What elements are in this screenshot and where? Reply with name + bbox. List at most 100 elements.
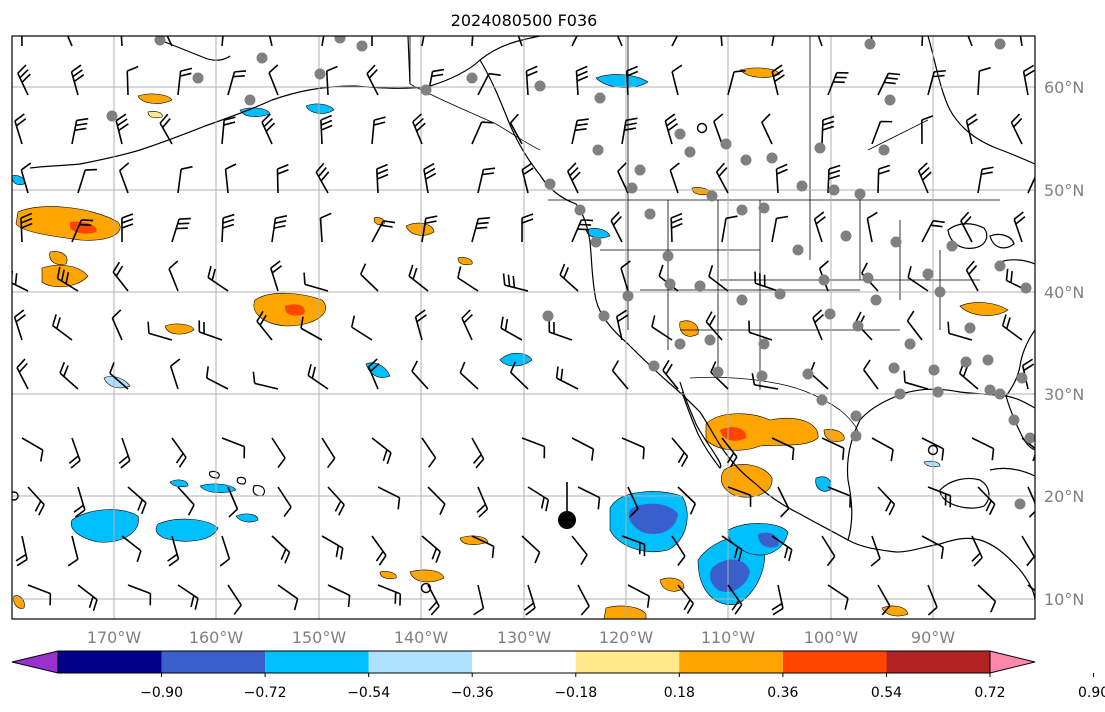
wind-barb [651,315,673,341]
negative-region [585,228,611,239]
station-marker [796,180,808,192]
station-marker [712,366,724,378]
station-marker [984,384,996,396]
wind-barb [198,320,223,341]
station-marker [314,68,326,80]
station-marker [850,430,862,442]
station-marker [994,38,1006,50]
wind-barb [813,211,826,243]
colorbar-segment [679,651,783,673]
lon-tick-label: 120°W [599,628,654,647]
colorbar-tick-label: 0.90 [1078,685,1105,701]
wind-barb [877,486,896,516]
wind-barb [877,584,891,616]
map-border [11,35,1036,620]
station-marker [544,178,556,190]
wind-barb [127,584,152,606]
wind-barb [320,114,333,145]
station-marker [674,338,686,350]
positive-region [405,222,435,236]
station-marker [420,84,432,96]
wind-barb [577,584,590,616]
station-marker [792,244,804,256]
negative-region [169,479,189,488]
wind-barb [457,266,479,292]
colorbar-segment [575,651,680,673]
wind-barb [1019,36,1023,47]
wind-barb [727,69,746,96]
wind-barb [121,213,134,243]
station-marker [598,310,610,322]
station-marker [870,294,882,306]
station-marker [1008,414,1020,426]
wind-barb [906,310,923,341]
lat-tick-label: 40°N [1044,283,1084,302]
wind-barb [827,164,841,194]
station-marker [648,360,660,372]
station-marker [334,36,346,44]
wind-barb [523,584,536,616]
station-marker [664,278,676,290]
wind-barb [771,64,785,96]
wind-barb [748,320,773,341]
station-marker [1020,282,1032,294]
wind-barb [227,584,242,615]
positive-region [739,67,781,78]
wind-barb [708,265,729,292]
lon-tick-label: 100°W [804,628,859,647]
wind-barb [367,358,380,390]
positive-region [41,264,89,288]
wind-barb [971,437,995,461]
station-marker [964,322,976,334]
negative-region [12,175,25,186]
wind-barb [1013,211,1026,243]
wind-barb [21,36,23,47]
wind-barb [721,535,743,562]
wind-barb [227,486,239,518]
wind-barb [471,535,495,559]
lat-tick-label: 20°N [1044,487,1084,506]
wind-barb [205,366,229,390]
wind-barb [827,584,849,610]
wind-barb [571,219,594,243]
positive-region [457,257,473,266]
wind-barb [1010,113,1023,145]
station-marker [622,290,634,302]
wind-barb [527,486,550,512]
station-marker [154,36,166,46]
wind-barb [921,219,945,243]
wind-barb [777,486,790,518]
wind-barb [224,163,237,194]
colorbar-extend-min [11,650,59,674]
positive-region [164,323,195,335]
wind-barb [812,309,825,341]
wind-barb [412,113,426,145]
wind-barb [166,36,173,47]
station-marker [694,280,706,292]
wind-barb [411,360,429,390]
wind-barb [509,361,529,390]
wind-barb [670,212,683,243]
positive-core [720,427,747,441]
wind-barb [459,361,479,390]
colorbar-segment [368,651,473,673]
lat-tick-label: 30°N [1044,385,1084,404]
wind-barb [177,165,193,194]
wind-barb [1021,535,1035,567]
colorbar-segment [472,651,576,673]
colorbar-extend-max [989,650,1036,674]
wind-barb [473,584,485,616]
wind-barb [271,215,288,243]
wind-barb [927,486,952,508]
negative-region [155,518,219,542]
wind-barb [669,162,680,194]
wind-barb [721,215,738,243]
wind-barb [112,261,129,292]
wind-barb [77,168,97,194]
wind-barb [271,437,286,468]
station-marker [960,356,972,368]
station-markers [106,36,1035,510]
station-marker [852,320,864,332]
station-marker [840,230,852,242]
